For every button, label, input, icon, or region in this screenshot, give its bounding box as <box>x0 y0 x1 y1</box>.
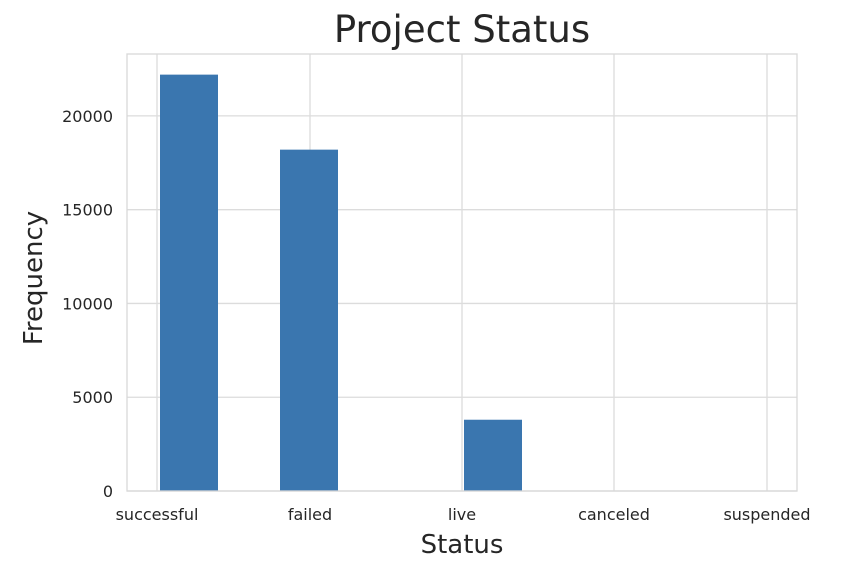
y-axis-label: Frequency <box>19 211 49 345</box>
bar-live <box>464 419 522 491</box>
bar-failed <box>280 149 338 492</box>
y-tick-label: 20000 <box>62 107 113 126</box>
y-tick-labels: 0 5000 10000 15000 20000 <box>62 107 113 501</box>
chart-title: Project Status <box>334 8 590 51</box>
y-tick-label: 5000 <box>72 388 113 407</box>
y-tick-label: 0 <box>103 482 113 501</box>
x-axis-label: Status <box>421 530 504 560</box>
x-tick-label: successful <box>116 505 199 524</box>
y-tick-label: 10000 <box>62 294 113 313</box>
bar-successful <box>160 74 218 492</box>
x-tick-label: live <box>448 505 476 524</box>
x-tick-label: failed <box>288 505 332 524</box>
bars <box>160 74 522 492</box>
x-tick-label: canceled <box>578 505 650 524</box>
x-tick-label: suspended <box>723 505 810 524</box>
plot-frame <box>126 53 798 492</box>
y-tick-label: 15000 <box>62 201 113 220</box>
x-tick-labels: successful failed live canceled suspended <box>116 505 811 524</box>
